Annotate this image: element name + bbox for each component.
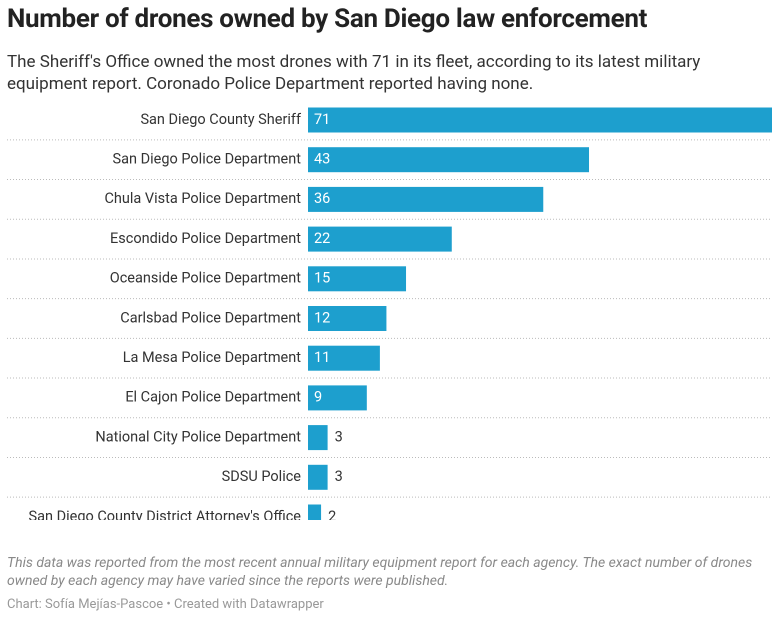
bar xyxy=(308,107,772,133)
chart: San Diego County Sheriff 71 San Diego Poli… xyxy=(7,107,772,520)
bar xyxy=(308,306,387,331)
chart-note: This data was reported from the most rec… xyxy=(7,555,753,589)
bar xyxy=(308,186,544,212)
value-label: 2 xyxy=(328,508,336,520)
bar xyxy=(308,464,328,490)
chart-subtitle: The Sheriff's Office owned the most dron… xyxy=(7,52,701,94)
bar xyxy=(308,147,590,173)
value-label: 3 xyxy=(335,428,343,445)
value-label: 36 xyxy=(314,190,330,207)
chart-title: Number of drones owned by San Diego law … xyxy=(7,4,648,34)
value-label: 9 xyxy=(314,389,322,406)
bar xyxy=(308,345,380,371)
value-label: 15 xyxy=(314,270,330,287)
y-tick-label: National City Police Department xyxy=(95,428,301,445)
y-tick-label: Oceanside Police Department xyxy=(110,270,302,287)
y-tick-label: SDSU Police xyxy=(222,468,302,485)
chart-credit: Chart: Sofía Mejías-Pascoe • Created wit… xyxy=(7,597,324,612)
value-label: 71 xyxy=(314,111,330,128)
bar xyxy=(308,425,328,451)
value-label: 43 xyxy=(314,151,330,168)
y-tick-label: La Mesa Police Department xyxy=(123,349,302,366)
bar xyxy=(308,266,407,292)
bar xyxy=(308,504,322,520)
bar xyxy=(308,385,367,411)
value-label: 3 xyxy=(335,468,343,485)
y-tick-label: Carlsbad Police Department xyxy=(120,309,301,326)
y-tick-label: San Diego Police Department xyxy=(113,151,302,168)
value-label: 22 xyxy=(314,230,330,247)
bar xyxy=(308,226,452,252)
y-tick-label: Escondido Police Department xyxy=(110,230,301,247)
y-tick-label: Chula Vista Police Department xyxy=(104,190,301,207)
y-tick-label: El Cajon Police Department xyxy=(125,389,301,406)
value-label: 11 xyxy=(314,349,330,366)
value-label: 12 xyxy=(314,309,330,326)
y-tick-label: San Diego County Sheriff xyxy=(140,111,302,128)
y-tick-label: San Diego County District Attorney's Off… xyxy=(28,508,301,520)
